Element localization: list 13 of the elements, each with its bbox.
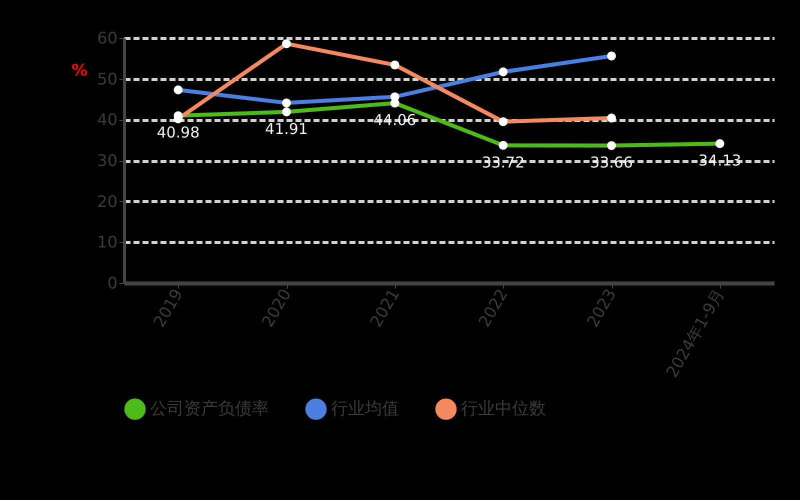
legend-label: 行业中位数 [461,399,546,420]
y-axis-title: % [71,60,88,80]
y-tick-label: 10 [97,232,118,252]
y-tick-label: 40 [97,110,118,130]
data-label: 41.91 [265,120,308,138]
y-tick-label: 20 [97,192,118,211]
y-tick-label: 30 [97,151,118,170]
legend-label: 公司资产负债率 [150,399,269,420]
y-tick-label: 0 [107,274,118,292]
legend-label: 行业均值 [331,399,399,420]
data-label: 40.98 [156,124,200,142]
y-tick-label: 50 [97,69,118,88]
y-tick-label: 60 [97,28,118,48]
